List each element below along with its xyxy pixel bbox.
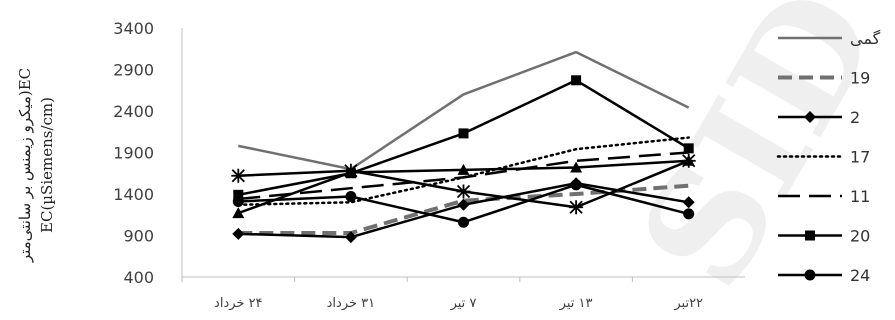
axes bbox=[181, 28, 745, 278]
legend-label: 11 bbox=[850, 187, 870, 206]
legend-marker bbox=[804, 269, 816, 281]
x-tick-label: ۲۴ خرداد bbox=[214, 296, 263, 311]
legend-label: گمی bbox=[850, 29, 881, 48]
data-point-2 bbox=[457, 198, 470, 211]
data-point-20 bbox=[571, 75, 582, 86]
y-tick-label: 1900 bbox=[113, 144, 154, 163]
y-axis-label-line-1: میکرو زیمنس بر سانتی‌متر)EC bbox=[16, 68, 34, 263]
legend-item-24: 24 bbox=[778, 266, 870, 285]
y-tick-label: 900 bbox=[123, 227, 154, 246]
legend-label: 17 bbox=[850, 148, 870, 167]
legend-item-17: 17 bbox=[776, 148, 870, 167]
data-point-2 bbox=[232, 227, 245, 240]
y-tick-label: 1400 bbox=[113, 185, 154, 204]
series-2 bbox=[232, 177, 695, 244]
legend-item-20: 20 bbox=[778, 227, 870, 246]
y-axis-label: میکرو زیمنس بر سانتی‌متر)EC EC(µSiemens/… bbox=[16, 68, 56, 263]
legend-item-19: 19 bbox=[778, 69, 870, 88]
x-tick-label: ۳۱ خرداد bbox=[327, 296, 376, 311]
x-ticks: ۲۴ خرداد ۳۱ خرداد ۷ تیر ۱۳ تیر ۲۲تبر bbox=[181, 277, 703, 311]
data-point-24 bbox=[345, 190, 357, 202]
data-point-series-9 bbox=[344, 166, 357, 178]
legend-marker bbox=[804, 111, 816, 123]
legend-item-2: 2 bbox=[778, 108, 860, 127]
data-point-series-8 bbox=[456, 184, 471, 199]
data-point-20 bbox=[233, 189, 244, 200]
data-point-series-8 bbox=[231, 168, 246, 183]
y-tick-label: 2400 bbox=[113, 102, 154, 121]
series-line-11 bbox=[238, 151, 689, 201]
data-point-series-8 bbox=[569, 200, 584, 215]
y-ticks: 400 900 1400 1900 2400 2900 3400 bbox=[113, 19, 154, 287]
data-point-24 bbox=[458, 216, 469, 228]
series-line-series-1 bbox=[238, 50, 690, 171]
legend-label: 19 bbox=[850, 69, 870, 88]
legend-label: 20 bbox=[850, 227, 870, 246]
legend-item-series-1: گمی bbox=[778, 29, 881, 48]
data-point-20 bbox=[458, 128, 469, 139]
series-11 bbox=[238, 151, 689, 201]
x-tick-label: ۱۳ تیر bbox=[559, 296, 593, 311]
y-tick-label: 3400 bbox=[113, 19, 154, 38]
data-point-24 bbox=[570, 179, 582, 191]
x-tick-label: ۷ تیر bbox=[450, 296, 477, 311]
data-point-24 bbox=[232, 195, 244, 207]
legend-marker bbox=[805, 230, 815, 241]
y-tick-label: 2900 bbox=[113, 61, 154, 80]
x-tick-label: ۲۲تبر bbox=[673, 296, 703, 311]
legend-item-11: 11 bbox=[778, 187, 870, 206]
data-point-series-9 bbox=[232, 207, 245, 219]
y-axis-label-line-2: EC(µSiemens/cm) bbox=[38, 97, 56, 233]
data-point-20 bbox=[683, 143, 694, 154]
y-tick-label: 400 bbox=[123, 268, 154, 287]
data-point-series-9 bbox=[570, 161, 583, 173]
series-series-1 bbox=[238, 50, 690, 171]
data-point-24 bbox=[683, 208, 695, 220]
series-24 bbox=[232, 179, 695, 228]
legend-label: 24 bbox=[850, 266, 870, 285]
series-series-9 bbox=[232, 154, 695, 219]
data-point-series-9 bbox=[682, 154, 695, 166]
data-point-2 bbox=[682, 196, 695, 209]
legend-label: 2 bbox=[850, 108, 860, 127]
data-point-series-9 bbox=[457, 163, 470, 175]
legend: گمی 19 2 17 11 20 24 bbox=[776, 29, 881, 285]
plot-area bbox=[231, 50, 696, 244]
data-point-2 bbox=[344, 231, 357, 244]
